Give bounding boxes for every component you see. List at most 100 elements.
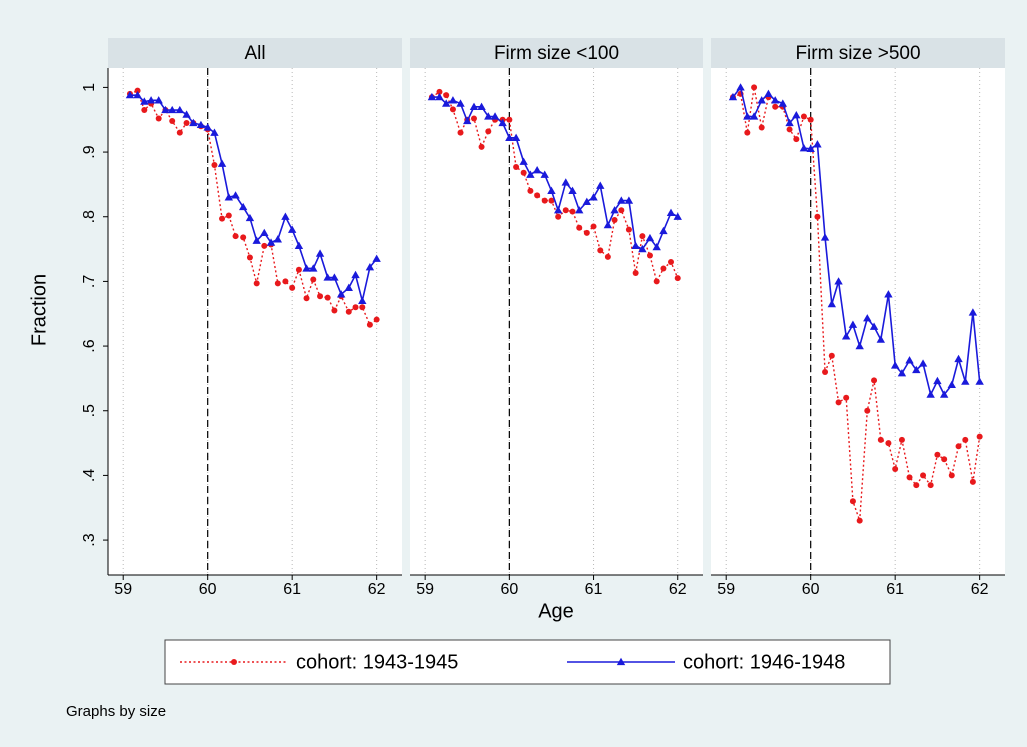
data-point [799, 143, 809, 152]
data-point [225, 212, 232, 219]
data-point [203, 123, 212, 131]
data-point [947, 380, 956, 389]
data-point [282, 278, 289, 285]
data-point [498, 118, 507, 127]
data-point [358, 296, 367, 304]
data-point [182, 110, 191, 118]
data-point [646, 252, 653, 259]
panel-title: All [244, 43, 265, 64]
data-point [597, 247, 604, 254]
data-point [596, 181, 605, 189]
data-point [155, 115, 162, 122]
data-point [807, 116, 814, 123]
x-tick-label: 59 [416, 581, 434, 598]
data-point [366, 321, 373, 328]
data-point [238, 202, 248, 211]
data-point [336, 290, 346, 298]
data-point [161, 105, 170, 114]
data-point [555, 213, 562, 220]
data-point [771, 96, 780, 104]
y-tick-label: .7 [81, 275, 98, 288]
x-tick-label: 60 [199, 581, 217, 598]
data-point [477, 102, 486, 110]
x-tick-label: 61 [886, 581, 904, 598]
data-point [660, 265, 667, 272]
data-point [611, 216, 618, 223]
data-point [961, 377, 970, 385]
data-point [976, 433, 983, 440]
data-point [210, 128, 219, 136]
data-point [448, 96, 458, 104]
plot-area [108, 68, 402, 575]
data-point [913, 482, 920, 489]
note: Graphs by size [66, 703, 166, 720]
data-point [920, 472, 927, 479]
data-point [941, 456, 948, 463]
data-point [562, 207, 569, 214]
data-point [969, 478, 976, 485]
series-line [129, 89, 378, 326]
data-point [344, 283, 353, 292]
data-point [217, 159, 227, 167]
data-point [189, 118, 198, 127]
data-point [133, 90, 142, 99]
data-point [519, 157, 528, 165]
data-point [666, 208, 676, 217]
data-point [792, 111, 801, 119]
data-point [224, 193, 234, 201]
data-point [827, 299, 837, 308]
data-point [146, 96, 156, 104]
data-point [610, 206, 619, 214]
data-point [674, 275, 681, 282]
data-point [897, 369, 907, 377]
data-point [793, 136, 800, 143]
data-point [575, 206, 584, 214]
data-point [743, 112, 752, 120]
data-point [849, 498, 856, 505]
x-tick-label: 62 [669, 581, 687, 598]
data-point [912, 365, 921, 374]
data-point [330, 273, 339, 281]
data-point [814, 213, 821, 220]
legend-marker [231, 659, 237, 665]
data-point [324, 294, 331, 301]
x-tick-label: 61 [283, 581, 301, 598]
data-point [196, 120, 206, 129]
data-point [638, 244, 647, 253]
data-point [645, 233, 655, 242]
data-point [758, 124, 765, 131]
data-point [261, 242, 268, 249]
data-point [673, 212, 682, 220]
data-point [841, 332, 851, 340]
data-point [652, 242, 661, 251]
data-point [863, 314, 872, 322]
y-tick-label: .9 [81, 145, 98, 158]
data-point [359, 304, 366, 311]
data-point [668, 259, 675, 266]
data-point [352, 304, 359, 311]
data-point [778, 99, 788, 107]
data-point [219, 215, 226, 222]
data-point [294, 241, 304, 249]
data-point [505, 133, 514, 141]
data-point [744, 129, 751, 136]
data-point [463, 116, 472, 125]
data-point [828, 352, 835, 359]
data-point [764, 89, 773, 98]
x-tick-label: 60 [802, 581, 820, 598]
data-point [736, 83, 745, 91]
legend-label: cohort: 1943-1945 [296, 651, 458, 673]
y-tick-label: .5 [81, 404, 98, 417]
data-point [478, 143, 485, 150]
data-point [589, 193, 598, 201]
data-point [310, 276, 317, 283]
y-tick-label: .6 [81, 339, 98, 352]
panel-title: Firm size <100 [494, 43, 619, 64]
data-point [427, 92, 437, 101]
data-point [653, 278, 660, 285]
data-point [470, 115, 477, 122]
data-point [232, 233, 239, 240]
x-tick-label: 59 [114, 581, 132, 598]
data-point [260, 228, 269, 237]
